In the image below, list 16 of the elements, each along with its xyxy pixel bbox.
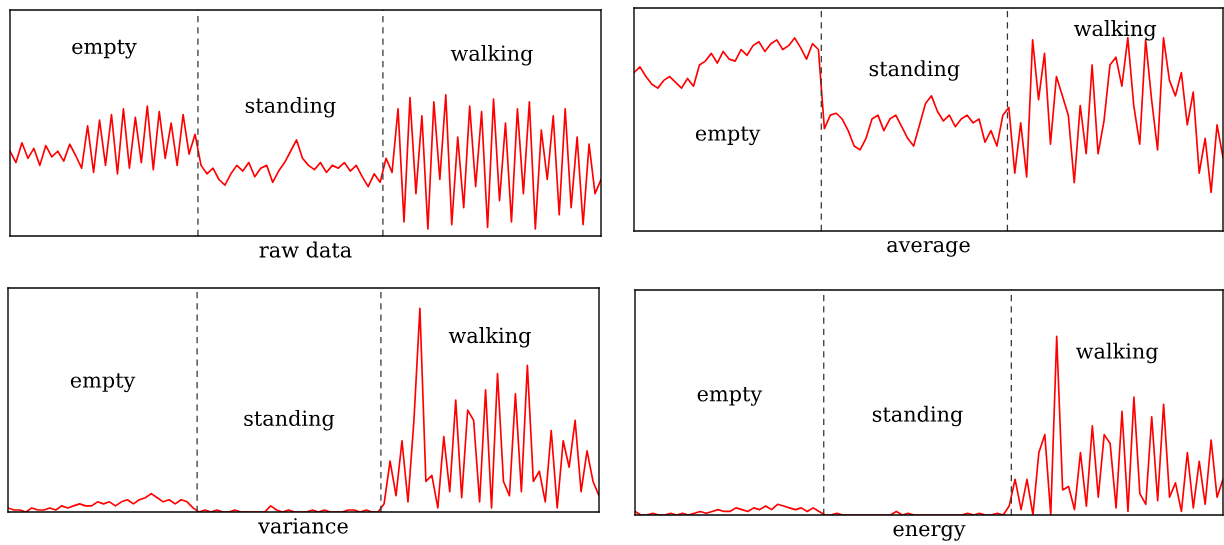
x-axis-title: energy bbox=[893, 524, 966, 541]
annotation: standing bbox=[244, 409, 335, 431]
annotation: standing bbox=[245, 96, 336, 118]
annotation: walking bbox=[448, 327, 531, 348]
text: empty bbox=[72, 39, 137, 59]
x-axis-title: raw data bbox=[259, 241, 352, 258]
annotation: standing bbox=[869, 60, 960, 81]
annotation: empty bbox=[695, 126, 761, 146]
text: walking bbox=[450, 44, 533, 66]
x-axis-title: average bbox=[887, 240, 970, 257]
annotation: empty bbox=[70, 373, 136, 393]
annotation: empty bbox=[697, 387, 763, 406]
annotation: walking bbox=[1074, 20, 1157, 41]
annotation: standing bbox=[872, 405, 963, 427]
x-axis-title: variance bbox=[258, 518, 348, 534]
annotation: walking bbox=[1076, 342, 1159, 364]
